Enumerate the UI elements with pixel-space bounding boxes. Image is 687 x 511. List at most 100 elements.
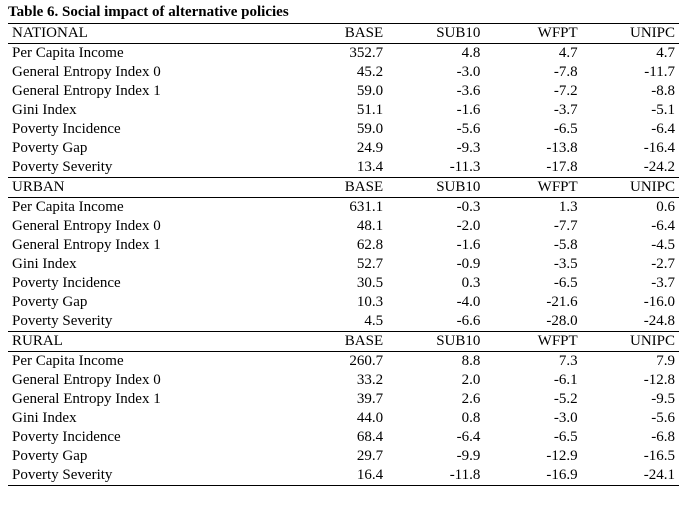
cell-value: -12.9 <box>484 447 581 466</box>
cell-value: 4.7 <box>484 44 581 64</box>
cell-value: 29.7 <box>290 447 387 466</box>
cell-value: 4.7 <box>582 44 679 64</box>
table-row: General Entropy Index 048.1-2.0-7.7-6.4 <box>8 217 679 236</box>
row-label: Poverty Incidence <box>8 274 290 293</box>
row-label: Poverty Severity <box>8 312 290 332</box>
cell-value: -8.8 <box>582 82 679 101</box>
cell-value: -17.8 <box>484 158 581 178</box>
cell-value: -6.4 <box>387 428 484 447</box>
cell-value: 260.7 <box>290 352 387 372</box>
column-header: BASE <box>290 178 387 198</box>
cell-value: -3.0 <box>484 409 581 428</box>
cell-value: -5.6 <box>582 409 679 428</box>
cell-value: -2.0 <box>387 217 484 236</box>
table-row: General Entropy Index 159.0-3.6-7.2-8.8 <box>8 82 679 101</box>
cell-value: -1.6 <box>387 236 484 255</box>
row-label: General Entropy Index 0 <box>8 371 290 390</box>
cell-value: -12.8 <box>582 371 679 390</box>
cell-value: -13.8 <box>484 139 581 158</box>
cell-value: 39.7 <box>290 390 387 409</box>
cell-value: -7.8 <box>484 63 581 82</box>
cell-value: -7.2 <box>484 82 581 101</box>
cell-value: -6.4 <box>582 120 679 139</box>
cell-value: 52.7 <box>290 255 387 274</box>
cell-value: -11.7 <box>582 63 679 82</box>
cell-value: -5.1 <box>582 101 679 120</box>
cell-value: 631.1 <box>290 198 387 218</box>
cell-value: -28.0 <box>484 312 581 332</box>
cell-value: -5.8 <box>484 236 581 255</box>
row-label: Poverty Gap <box>8 139 290 158</box>
cell-value: 0.8 <box>387 409 484 428</box>
column-header: BASE <box>290 332 387 352</box>
table-row: Poverty Severity13.4-11.3-17.8-24.2 <box>8 158 679 178</box>
cell-value: -1.6 <box>387 101 484 120</box>
cell-value: -6.6 <box>387 312 484 332</box>
table-title: Table 6. Social impact of alternative po… <box>8 4 679 21</box>
column-header: SUB10 <box>387 178 484 198</box>
table-row: Poverty Severity4.5-6.6-28.0-24.8 <box>8 312 679 332</box>
cell-value: -6.5 <box>484 274 581 293</box>
column-header: SUB10 <box>387 24 484 44</box>
column-header: BASE <box>290 24 387 44</box>
table-row: Per Capita Income631.1-0.31.30.6 <box>8 198 679 218</box>
section-header-row: URBANBASESUB10WFPTUNIPC <box>8 178 679 198</box>
cell-value: -3.0 <box>387 63 484 82</box>
row-label: General Entropy Index 0 <box>8 63 290 82</box>
table-row: Poverty Incidence59.0-5.6-6.5-6.4 <box>8 120 679 139</box>
table-row: Gini Index52.7-0.9-3.5-2.7 <box>8 255 679 274</box>
table-row: Poverty Incidence30.50.3-6.5-3.7 <box>8 274 679 293</box>
row-label: General Entropy Index 1 <box>8 236 290 255</box>
row-label: Poverty Incidence <box>8 120 290 139</box>
cell-value: 62.8 <box>290 236 387 255</box>
table-row: Gini Index51.1-1.6-3.7-5.1 <box>8 101 679 120</box>
data-table: NATIONALBASESUB10WFPTUNIPCPer Capita Inc… <box>8 23 679 486</box>
column-header: WFPT <box>484 332 581 352</box>
cell-value: 0.3 <box>387 274 484 293</box>
row-label: Poverty Severity <box>8 466 290 486</box>
cell-value: 48.1 <box>290 217 387 236</box>
table-row: General Entropy Index 033.22.0-6.1-12.8 <box>8 371 679 390</box>
cell-value: -3.7 <box>582 274 679 293</box>
cell-value: 59.0 <box>290 82 387 101</box>
column-header: SUB10 <box>387 332 484 352</box>
table-row: General Entropy Index 139.72.6-5.2-9.5 <box>8 390 679 409</box>
column-header: UNIPC <box>582 178 679 198</box>
cell-value: -0.9 <box>387 255 484 274</box>
cell-value: -4.5 <box>582 236 679 255</box>
row-label: General Entropy Index 1 <box>8 82 290 101</box>
table-row: Poverty Gap29.7-9.9-12.9-16.5 <box>8 447 679 466</box>
cell-value: 0.6 <box>582 198 679 218</box>
table-row: Poverty Gap24.9-9.3-13.8-16.4 <box>8 139 679 158</box>
cell-value: 2.6 <box>387 390 484 409</box>
cell-value: -6.8 <box>582 428 679 447</box>
cell-value: 68.4 <box>290 428 387 447</box>
column-header: WFPT <box>484 24 581 44</box>
cell-value: -11.3 <box>387 158 484 178</box>
table-row: General Entropy Index 162.8-1.6-5.8-4.5 <box>8 236 679 255</box>
section-header-row: RURALBASESUB10WFPTUNIPC <box>8 332 679 352</box>
cell-value: 10.3 <box>290 293 387 312</box>
cell-value: -9.3 <box>387 139 484 158</box>
table-row: Poverty Severity16.4-11.8-16.9-24.1 <box>8 466 679 486</box>
cell-value: 13.4 <box>290 158 387 178</box>
section-header-label: RURAL <box>8 332 290 352</box>
section-header-label: URBAN <box>8 178 290 198</box>
cell-value: -9.9 <box>387 447 484 466</box>
cell-value: -9.5 <box>582 390 679 409</box>
cell-value: 30.5 <box>290 274 387 293</box>
cell-value: -6.1 <box>484 371 581 390</box>
cell-value: -3.7 <box>484 101 581 120</box>
cell-value: 1.3 <box>484 198 581 218</box>
cell-value: 7.9 <box>582 352 679 372</box>
cell-value: -2.7 <box>582 255 679 274</box>
cell-value: -24.8 <box>582 312 679 332</box>
column-header: UNIPC <box>582 24 679 44</box>
row-label: Per Capita Income <box>8 44 290 64</box>
cell-value: 4.5 <box>290 312 387 332</box>
cell-value: 2.0 <box>387 371 484 390</box>
row-label: Gini Index <box>8 101 290 120</box>
cell-value: -16.9 <box>484 466 581 486</box>
table-row: Poverty Incidence68.4-6.4-6.5-6.8 <box>8 428 679 447</box>
cell-value: -24.1 <box>582 466 679 486</box>
